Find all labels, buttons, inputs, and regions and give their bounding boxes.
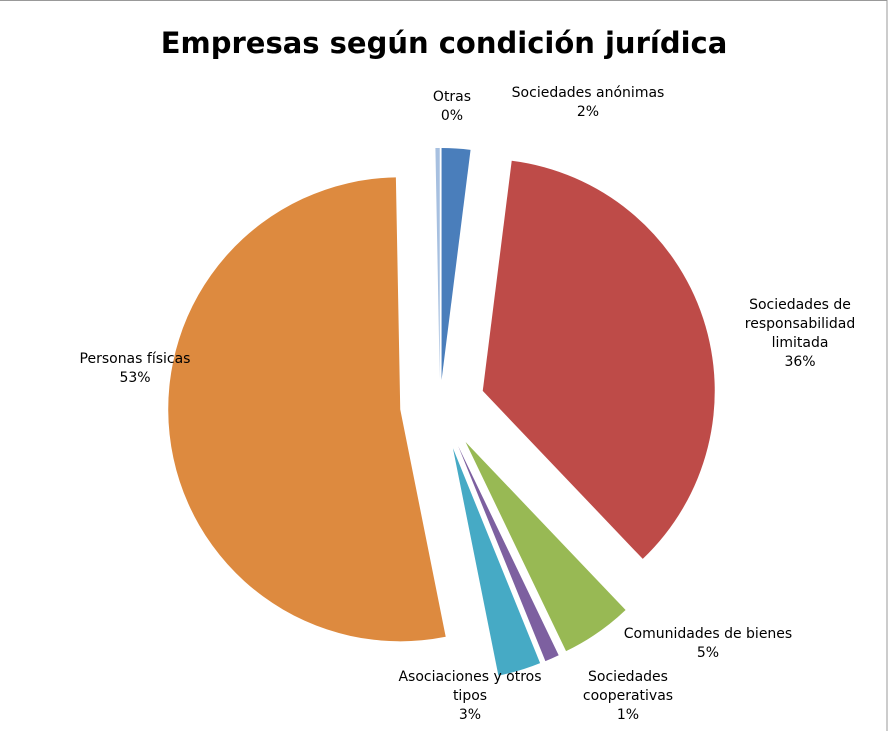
value-label: 36%	[784, 354, 816, 370]
pie-slice	[465, 442, 626, 652]
category-label: Personas físicas	[79, 351, 191, 367]
slice-label: Sociedades de responsabilidad limitada 36…	[715, 296, 885, 372]
pie-slice	[458, 446, 559, 662]
slice-label: Sociedades cooperativas 1%	[543, 668, 713, 725]
pie-slice	[452, 448, 541, 676]
slice-label: Comunidades de bienes 5%	[623, 625, 793, 663]
slice-label: Personas físicas 53%	[50, 350, 220, 388]
pie-slice	[435, 148, 440, 381]
category-label: Sociedades anónimas	[511, 85, 665, 101]
category-label: Sociedades de responsabilidad limitada	[744, 297, 856, 351]
value-label: 2%	[576, 104, 600, 120]
category-label: Sociedades cooperativas	[582, 669, 674, 704]
slice-label: Sociedades anónimas 2%	[503, 84, 673, 122]
value-label: 53%	[119, 370, 151, 386]
value-label: 0%	[440, 108, 464, 124]
pie-slice	[482, 160, 715, 559]
slice-label: Asociaciones y otros tipos 3%	[385, 668, 555, 725]
category-label: Asociaciones y otros tipos	[398, 669, 542, 704]
pie-slice	[168, 177, 446, 642]
slice-label: Otras 0%	[367, 88, 537, 126]
value-label: 5%	[696, 645, 720, 661]
value-label: 1%	[616, 707, 640, 723]
chart-title: Empresas según condición jurídica	[160, 26, 728, 60]
category-label: Otras	[432, 89, 472, 105]
value-label: 3%	[458, 707, 482, 723]
pie-slice	[441, 148, 471, 381]
category-label: Comunidades de bienes	[623, 626, 793, 642]
